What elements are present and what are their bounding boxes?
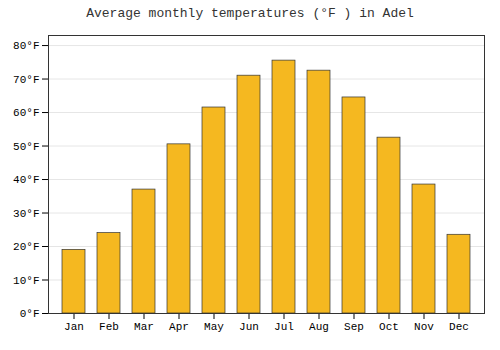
svg-text:70°F: 70°F xyxy=(13,74,39,86)
svg-text:Dec: Dec xyxy=(449,321,469,333)
svg-text:30°F: 30°F xyxy=(13,208,39,220)
svg-text:Oct: Oct xyxy=(379,321,399,333)
svg-text:50°F: 50°F xyxy=(13,141,39,153)
svg-text:Aug: Aug xyxy=(309,321,329,333)
svg-text:80°F: 80°F xyxy=(13,40,39,52)
svg-text:0°F: 0°F xyxy=(20,308,40,320)
svg-text:Sep: Sep xyxy=(344,321,364,333)
svg-text:Mar: Mar xyxy=(134,321,154,333)
svg-text:May: May xyxy=(204,321,224,333)
svg-text:10°F: 10°F xyxy=(13,275,39,287)
svg-text:Nov: Nov xyxy=(414,321,434,333)
svg-text:60°F: 60°F xyxy=(13,107,39,119)
svg-text:Jan: Jan xyxy=(64,321,84,333)
html-text:Average monthly temperatures (: Average monthly temperatures (°F ) in Ad… xyxy=(86,6,414,21)
svg-text:Feb: Feb xyxy=(99,321,119,333)
svg-text:Apr: Apr xyxy=(169,321,189,333)
svg-text:Jul: Jul xyxy=(274,321,294,333)
svg-text:40°F: 40°F xyxy=(13,174,39,186)
svg-text:20°F: 20°F xyxy=(13,241,39,253)
svg-text:Jun: Jun xyxy=(239,321,259,333)
